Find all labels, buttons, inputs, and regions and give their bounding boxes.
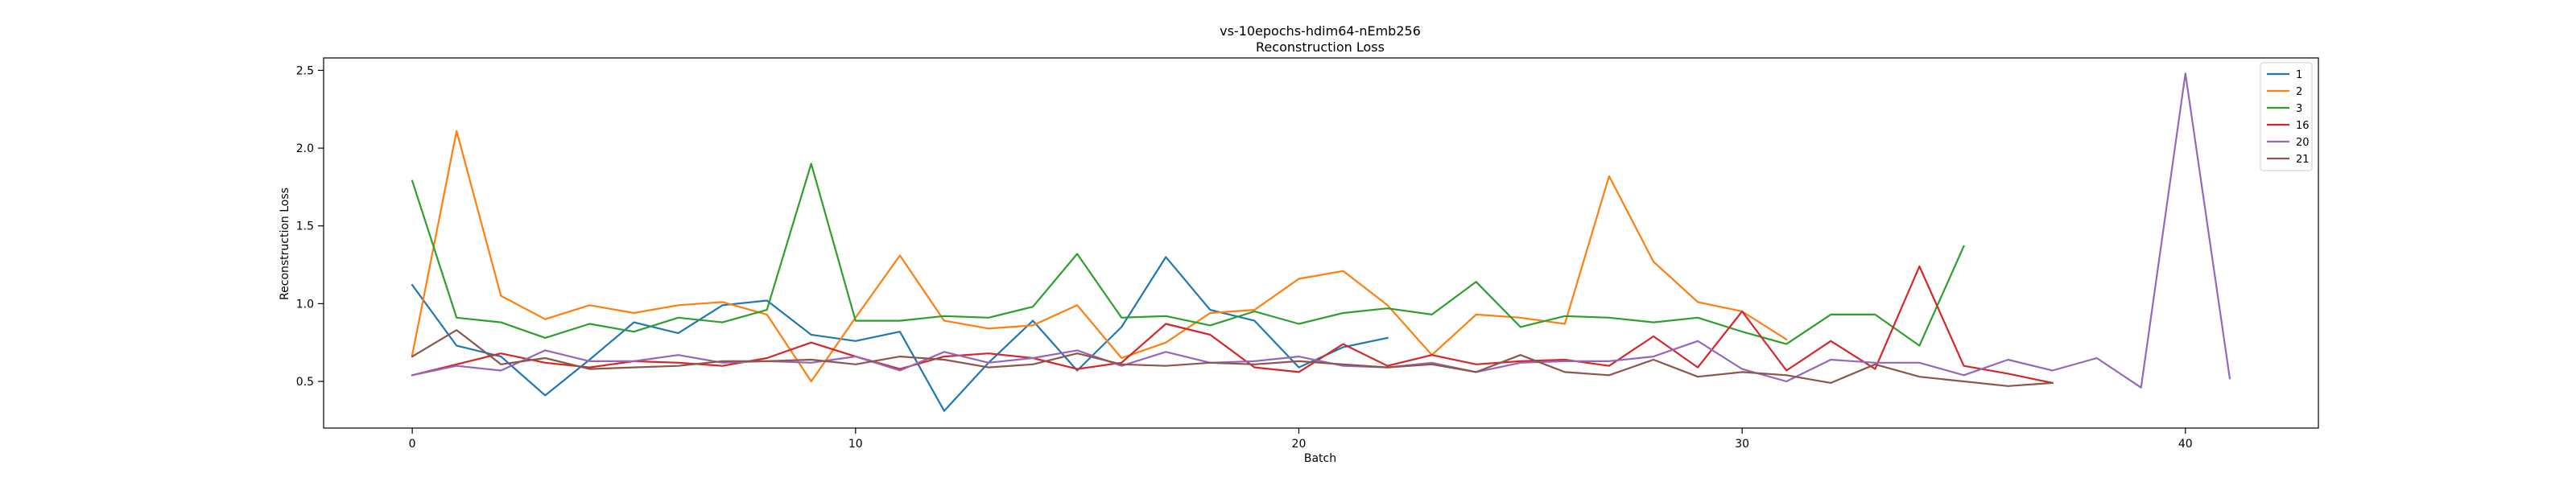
legend-label-2: 2 (2296, 86, 2302, 98)
y-tick-label: 2.5 (296, 64, 314, 77)
y-tick-label: 2.0 (296, 142, 314, 155)
x-tick-label: 20 (1292, 438, 1307, 451)
series-line-20 (411, 72, 2231, 389)
chart-subtitle: Reconstruction Loss (1256, 39, 1385, 55)
y-tick-label: 1.0 (296, 298, 314, 311)
series-line-1 (411, 256, 1389, 412)
x-tick-label: 0 (409, 438, 416, 451)
y-tick-label: 0.5 (296, 376, 314, 389)
x-tick-label: 30 (1735, 438, 1749, 451)
chart-title: vs-10epochs-hdim64-nEmb256 (1220, 23, 1421, 39)
x-tick-label: 10 (848, 438, 863, 451)
legend-box (2260, 62, 2313, 171)
legend-label-21: 21 (2296, 154, 2310, 166)
series-line-21 (411, 329, 2054, 387)
series-line-3 (411, 163, 1965, 347)
legend: 1 2 3 16 20 21 (2260, 62, 2313, 171)
legend-label-1: 1 (2296, 69, 2302, 81)
x-tick-label: 40 (2178, 438, 2193, 451)
plot-area: 0 10 20 30 40 0.5 1.0 1.5 2.0 2.5 (296, 57, 2319, 451)
y-tick-label: 1.5 (296, 220, 314, 233)
legend-label-3: 3 (2296, 103, 2302, 115)
y-axis-label: Reconstruction Loss (279, 187, 291, 300)
axes-frame (323, 57, 2319, 429)
x-axis-label: Batch (1304, 452, 1336, 465)
series-line-16 (411, 265, 2054, 385)
series-line-2 (411, 130, 1788, 383)
legend-label-20: 20 (2296, 137, 2310, 149)
legend-label-16: 16 (2296, 120, 2310, 132)
